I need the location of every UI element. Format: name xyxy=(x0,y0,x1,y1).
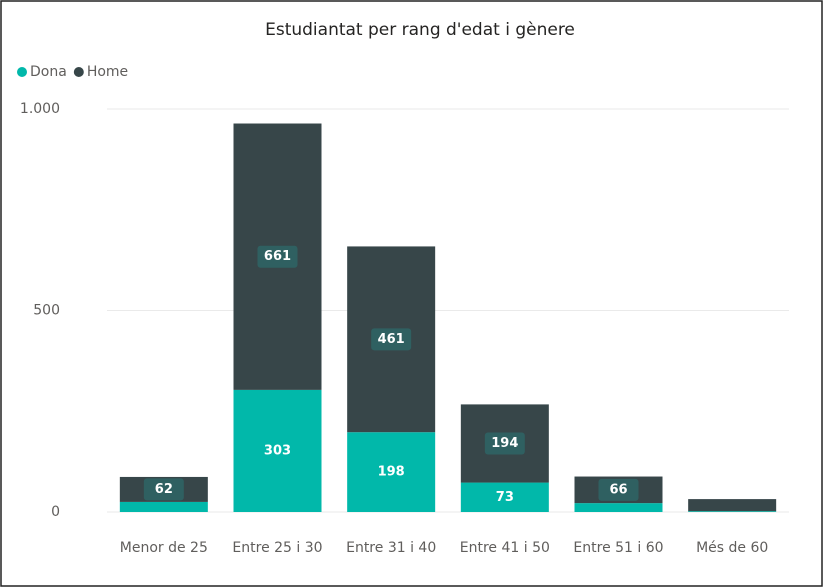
data-label: 73 xyxy=(496,490,514,505)
data-label-box xyxy=(371,328,412,351)
y-tick-label: 500 xyxy=(33,303,60,319)
data-label-box xyxy=(257,245,298,268)
x-tick-label: Entre 51 i 60 xyxy=(573,540,663,556)
bar-segment xyxy=(347,432,436,512)
data-label: 661 xyxy=(264,249,291,264)
data-label: 62 xyxy=(155,482,173,497)
x-tick-label: Entre 31 i 40 xyxy=(346,540,436,556)
chart-title: Estudiantat per rang d'edat i gènere xyxy=(265,20,575,40)
x-tick-label: Més de 60 xyxy=(696,540,768,556)
bar-segment xyxy=(460,482,549,512)
legend-marker xyxy=(73,67,84,77)
bar-segment xyxy=(119,501,208,512)
data-label: 303 xyxy=(264,443,291,458)
data-label-box xyxy=(484,432,525,455)
bar-segment xyxy=(688,511,777,512)
bar-segment xyxy=(688,499,777,512)
data-label-box xyxy=(598,478,639,501)
bar-segment xyxy=(574,503,663,512)
data-label: 66 xyxy=(609,482,627,497)
data-label-box xyxy=(143,478,184,501)
data-label: 198 xyxy=(378,465,405,480)
legend-label: Home xyxy=(87,64,128,80)
y-tick-label: 1.000 xyxy=(20,101,60,117)
bar-segment xyxy=(233,389,322,512)
x-tick-label: Entre 41 i 50 xyxy=(460,540,550,556)
legend-label: Dona xyxy=(30,64,67,80)
data-label: 194 xyxy=(491,436,518,451)
x-tick-label: Entre 25 i 30 xyxy=(232,540,322,556)
data-label: 461 xyxy=(378,332,405,347)
legend-marker xyxy=(17,67,27,77)
x-tick-label: Menor de 25 xyxy=(120,540,208,556)
y-tick-label: 0 xyxy=(51,504,60,520)
